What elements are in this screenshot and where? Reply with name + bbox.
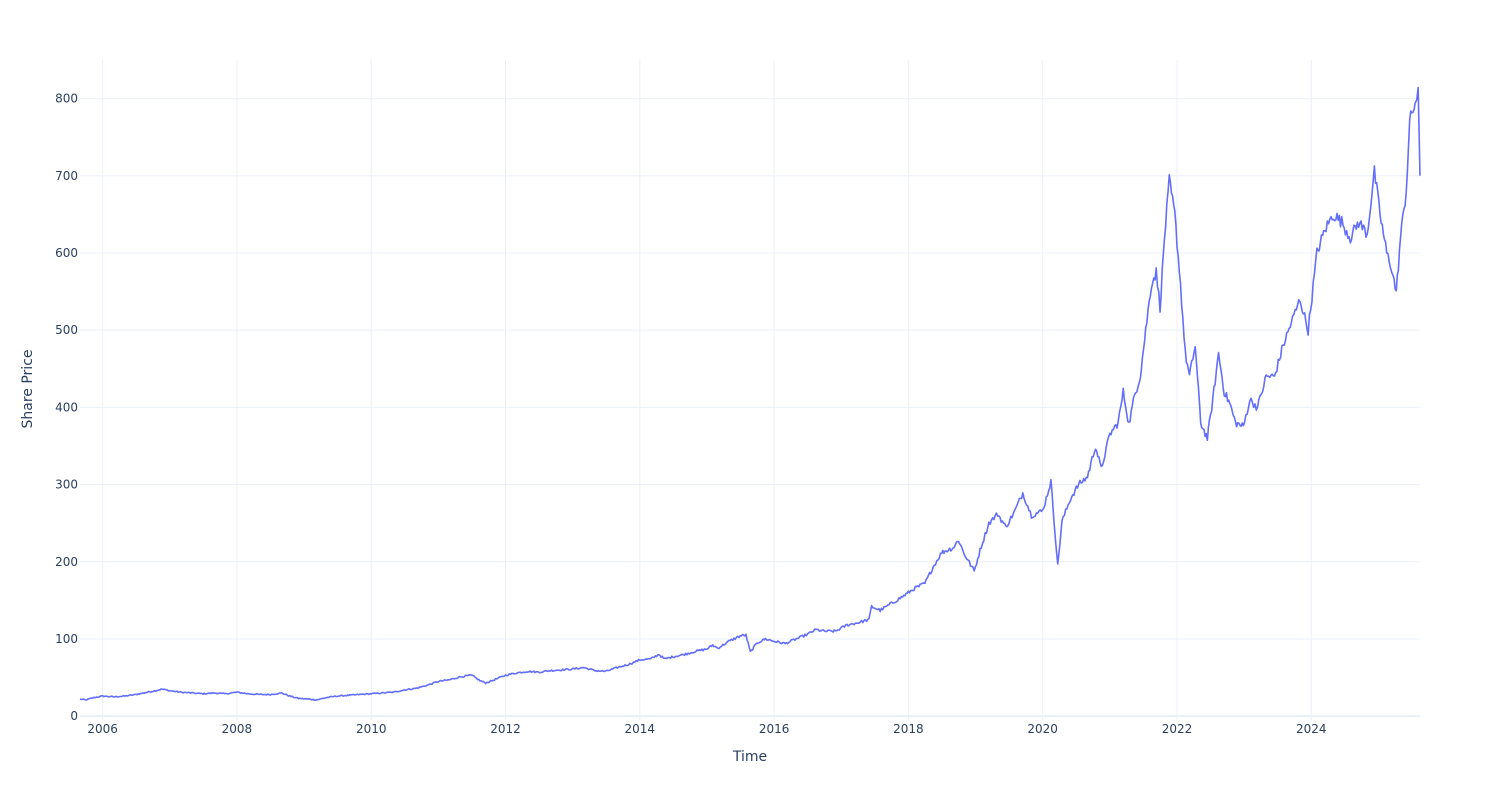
y-tick-label: 500	[55, 323, 78, 337]
plot-area	[79, 60, 1421, 720]
x-gridlines	[102, 60, 1312, 720]
y-tick-label: 300	[55, 478, 78, 492]
x-tick-label: 2010	[356, 722, 387, 736]
y-tick-label: 700	[55, 169, 78, 183]
x-tick-label: 2024	[1296, 722, 1327, 736]
x-tick-label: 2018	[893, 722, 924, 736]
x-tick-label: 2008	[222, 722, 253, 736]
y-tick-label: 400	[55, 400, 78, 414]
y-gridlines	[80, 98, 1420, 718]
x-tick-label: 2020	[1027, 722, 1058, 736]
x-tick-label: 2016	[759, 722, 790, 736]
x-axis-title: Time	[732, 749, 767, 765]
y-axis-tick-labels: 0 100 200 300 400 500 600 700 800	[55, 92, 78, 724]
y-tick-label: 800	[55, 92, 78, 106]
y-axis-title: Share Price	[20, 349, 36, 428]
x-tick-label: 2014	[625, 722, 656, 736]
x-tick-label: 2022	[1162, 722, 1193, 736]
y-tick-label: 0	[70, 709, 78, 723]
share-price-line	[79, 86, 1421, 701]
x-tick-label: 2012	[490, 722, 521, 736]
y-tick-label: 100	[55, 632, 78, 646]
y-tick-label: 600	[55, 246, 78, 260]
x-axis-tick-labels: 2006 2008 2010 2012 2014 2016 2018 2020 2022 2024	[87, 722, 1326, 736]
x-tick-label: 2006	[87, 722, 118, 736]
y-tick-label: 200	[55, 555, 78, 569]
